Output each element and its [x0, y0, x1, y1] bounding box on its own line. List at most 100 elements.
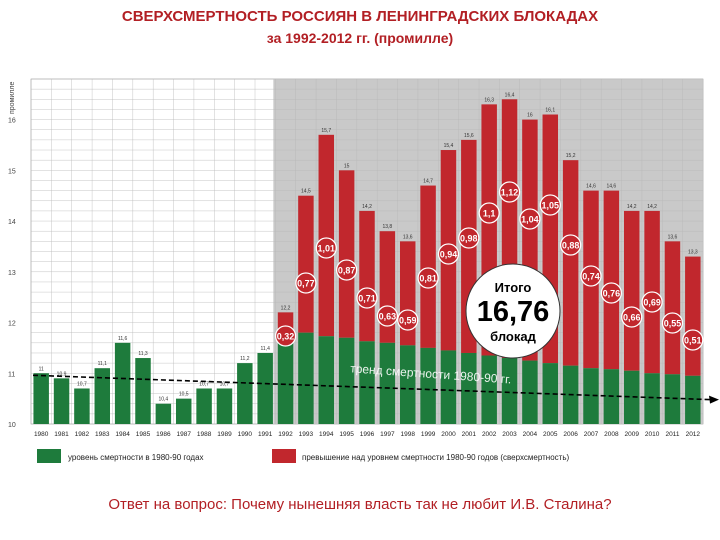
excess-label: 1,05 [542, 201, 560, 211]
trend-arrowhead [709, 395, 719, 404]
bar-green [175, 398, 192, 424]
total-value: 16,76 [477, 296, 550, 328]
excess-label: 0,59 [399, 316, 417, 326]
legend-swatch-red [272, 449, 296, 463]
bar-red [664, 241, 681, 375]
total-label: 15,7 [321, 128, 331, 134]
y-tick-label: 11 [8, 371, 15, 378]
y-tick-label: 13 [8, 270, 16, 277]
legend-swatch-green [37, 449, 61, 463]
excess-label: 0,98 [460, 234, 478, 244]
bar-green [522, 360, 538, 424]
year-label: 2000 [441, 431, 456, 438]
bar-green [338, 337, 355, 424]
excess-bubble [621, 306, 643, 328]
total-label: 10,5 [179, 392, 189, 398]
chart-subtitle: за 1992-2012 гг. (промилле) [266, 30, 454, 46]
year-label: 2002 [482, 431, 497, 438]
year-label: 1995 [339, 431, 354, 438]
excess-label: 0,88 [562, 241, 580, 251]
bar-red [338, 170, 355, 338]
bar-green [94, 368, 111, 424]
trend-line [32, 374, 712, 401]
bar-red [277, 312, 294, 329]
excess-label: 1,1 [483, 209, 496, 219]
total-label: 11,2 [240, 356, 250, 362]
total-label: 16,3 [484, 97, 494, 103]
excess-label: 0,32 [277, 332, 295, 342]
y-tick-label: 10 [8, 422, 16, 429]
bar-green [359, 341, 375, 424]
year-label: 2001 [462, 431, 477, 438]
total-label: 14,6 [606, 184, 616, 190]
excess-bubble [335, 259, 358, 281]
year-label: 1994 [319, 431, 334, 438]
total-label: 13,6 [668, 234, 678, 240]
bar-green [583, 368, 599, 424]
total-label: 11,4 [260, 346, 270, 352]
excess-label: 0,69 [643, 298, 661, 308]
y-tick-label: 14 [8, 219, 16, 226]
bar-green [114, 342, 131, 424]
total-label: 13,8 [382, 224, 392, 230]
bar-green [53, 378, 70, 424]
bar-red [420, 185, 436, 348]
year-label: 2003 [502, 431, 517, 438]
excess-label: 0,94 [440, 250, 458, 260]
bar-green [644, 373, 660, 424]
y-tick-label: 15 [8, 168, 16, 175]
excess-bubble [274, 325, 297, 347]
excess-bubble [315, 237, 337, 259]
excess-label: 0,66 [623, 313, 641, 323]
year-label: 1990 [238, 431, 253, 438]
year-label: 1980 [34, 431, 49, 438]
excess-bubble [661, 312, 684, 334]
excess-label: 1,04 [521, 215, 539, 225]
excess-bubble [295, 272, 317, 294]
bar-green [440, 350, 457, 424]
total-label: 13,6 [403, 234, 413, 240]
bar-green [420, 347, 436, 424]
chart-title: СВЕРХСМЕРТНОСТЬ РОССИЯН В ЛЕНИНГРАДСКИХ … [121, 8, 599, 25]
excess-label: 0,74 [582, 272, 600, 282]
excess-bubble [376, 305, 399, 327]
bar-green [461, 352, 477, 424]
total-label: 14,2 [647, 204, 657, 210]
bar-green [74, 388, 90, 424]
year-label: 1997 [380, 431, 395, 438]
question-text: Ответ на вопрос: Почему нынешняя власть … [108, 496, 612, 513]
bar-green [237, 363, 253, 424]
excess-bubble [600, 282, 623, 304]
bar-green [379, 342, 396, 424]
total-label: 10,7 [220, 381, 230, 387]
excess-label: 0,81 [419, 274, 437, 284]
year-label: 1988 [197, 431, 212, 438]
year-label: 1986 [156, 431, 171, 438]
year-label: 1999 [421, 431, 436, 438]
total-label-top: Итого [495, 280, 532, 295]
total-label: 14,2 [362, 204, 372, 210]
total-label: 10,9 [57, 371, 67, 377]
year-label: 2008 [604, 431, 619, 438]
total-label: 11 [39, 366, 44, 372]
bar-red [685, 256, 701, 376]
bar-red [359, 210, 375, 342]
bar-green [216, 388, 233, 424]
bar-green [685, 375, 701, 424]
total-label: 14,6 [586, 184, 596, 190]
year-label: 1984 [115, 431, 130, 438]
legend-label-red: превышение над уровнем смертности 1980-9… [302, 453, 569, 462]
year-label: 1992 [278, 431, 293, 438]
bar-green [501, 358, 518, 424]
total-label: 15,6 [464, 133, 474, 139]
bar-red [603, 190, 620, 370]
year-label: 2012 [686, 431, 701, 438]
year-label: 1993 [299, 431, 314, 438]
legend-label-green: уровень смертности в 1980-90 годах [68, 453, 204, 462]
excess-bubble [356, 287, 378, 309]
year-label: 1989 [217, 431, 232, 438]
year-label: 1998 [400, 431, 415, 438]
excess-label: 0,71 [358, 294, 376, 304]
year-label: 1982 [75, 431, 90, 438]
excess-bubble [641, 291, 663, 313]
